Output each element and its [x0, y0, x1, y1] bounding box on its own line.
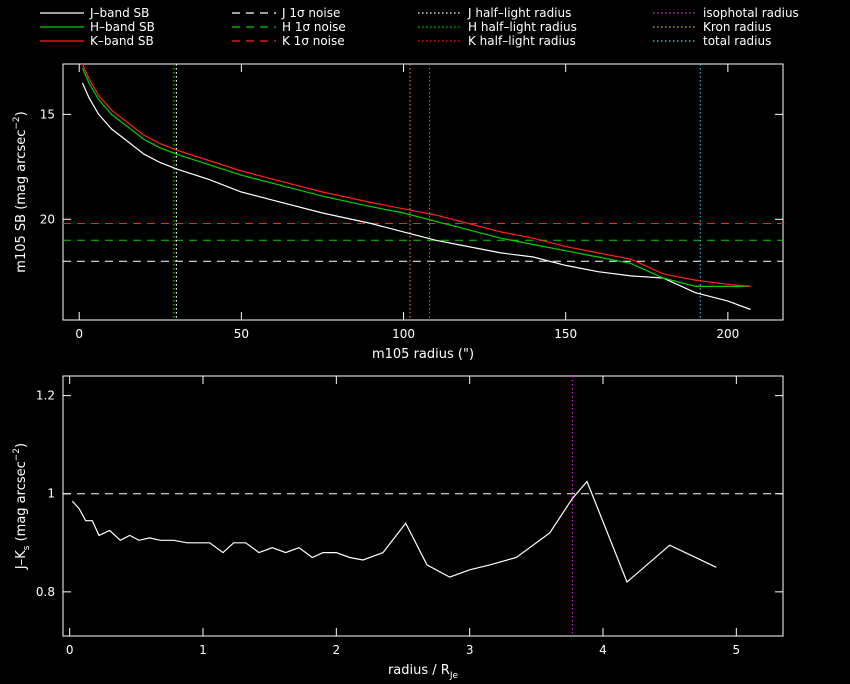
color-x-tick-label: 5: [733, 643, 741, 657]
legend-item: H 1σ noise: [232, 20, 346, 34]
color-y-label-sub: s: [22, 545, 32, 550]
legend-label: K 1σ noise: [282, 34, 345, 48]
sb-y-tick-label: 20: [40, 212, 55, 226]
sb-y-tick-label: 15: [40, 107, 55, 121]
color-plot-frame: [62, 375, 784, 637]
legend-item: J half–light radius: [418, 6, 571, 20]
legend-label: Kron radius: [703, 20, 771, 34]
legend-item: total radius: [653, 34, 771, 48]
sb-y-label-end: ): [14, 111, 29, 116]
color-y-tick-label: 0.8: [36, 585, 55, 599]
sb-guide-lines: [63, 64, 783, 320]
color-y-axis-label: J–Ks (mag arcsec−2): [12, 443, 32, 570]
color-x-tick-label: 4: [599, 643, 607, 657]
sb-x-tick-label: 0: [75, 327, 83, 341]
legend: J–band SB J 1σ noise J half–light radius is…: [40, 6, 799, 48]
color-x-tick-label: 0: [66, 643, 74, 657]
legend-label: isophotal radius: [703, 6, 799, 20]
legend-item: H–band SB: [40, 20, 155, 34]
sb-y-axis-label: m105 SB (mag arcsec−2): [12, 111, 29, 272]
color-y-tick-label: 1.2: [36, 389, 55, 403]
legend-item: K–band SB: [40, 34, 154, 48]
color-series-line: [71, 480, 717, 584]
sb-profile-panel: 0 50 100 150 200 15 20 m105 radius (") m105 SB…: [12, 63, 784, 362]
color-y-label-main: J–K: [14, 550, 29, 570]
legend-label: J half–light radius: [467, 6, 571, 20]
legend-label: K half–light radius: [468, 34, 576, 48]
color-series: [71, 480, 717, 584]
sb-x-tick-label: 100: [392, 327, 415, 341]
legend-label: J–band SB: [89, 6, 149, 20]
sb-series-line: [81, 82, 751, 311]
color-y-label-sup: −2: [12, 448, 22, 461]
sb-series-line: [81, 63, 751, 287]
sb-y-label-main: m105 SB (mag arcsec: [14, 130, 29, 273]
color-y-label-rest: (mag arcsec: [14, 461, 29, 545]
legend-label: H–band SB: [90, 20, 155, 34]
legend-label: H half–light radius: [468, 20, 577, 34]
color-x-label-main: radius / R: [388, 663, 450, 678]
sb-y-label-sup: −2: [12, 116, 22, 129]
legend-label: K–band SB: [90, 34, 154, 48]
legend-item: J–band SB: [40, 6, 149, 20]
sb-x-axis-label: m105 radius ("): [372, 347, 474, 362]
color-y-label-end: ): [14, 443, 29, 448]
legend-label: H 1σ noise: [282, 20, 346, 34]
legend-item: isophotal radius: [653, 6, 799, 20]
legend-item: J 1σ noise: [232, 6, 340, 20]
legend-item: Kron radius: [653, 20, 771, 34]
sb-x-tick-label: 200: [716, 327, 739, 341]
sb-series: [81, 63, 751, 311]
color-x-axis-label: radius / RJe: [388, 663, 459, 680]
sb-series-line: [81, 67, 751, 287]
color-guide-lines: [63, 376, 783, 636]
legend-label: total radius: [703, 34, 771, 48]
sb-x-tick-label: 150: [554, 327, 577, 341]
sb-plot-frame: [62, 63, 784, 321]
sb-x-tick-label: 50: [234, 327, 249, 341]
color-profile-panel: 0 1 2 3 4 5 0.8 1 1.2 radius / RJe J–Ks (mag arc…: [12, 375, 784, 681]
color-x-tick-label: 3: [466, 643, 474, 657]
color-x-label-sub: Je: [449, 671, 459, 680]
sb-axis-ticks: 0 50 100 150 200 15 20: [40, 64, 783, 341]
legend-label: J 1σ noise: [281, 6, 340, 20]
legend-item: K half–light radius: [418, 34, 576, 48]
color-x-tick-label: 2: [333, 643, 341, 657]
color-axis-ticks: 0 1 2 3 4 5 0.8 1 1.2: [36, 376, 783, 657]
color-x-tick-label: 1: [199, 643, 207, 657]
legend-item: H half–light radius: [418, 20, 577, 34]
color-y-tick-label: 1: [47, 487, 55, 501]
legend-item: K 1σ noise: [232, 34, 345, 48]
